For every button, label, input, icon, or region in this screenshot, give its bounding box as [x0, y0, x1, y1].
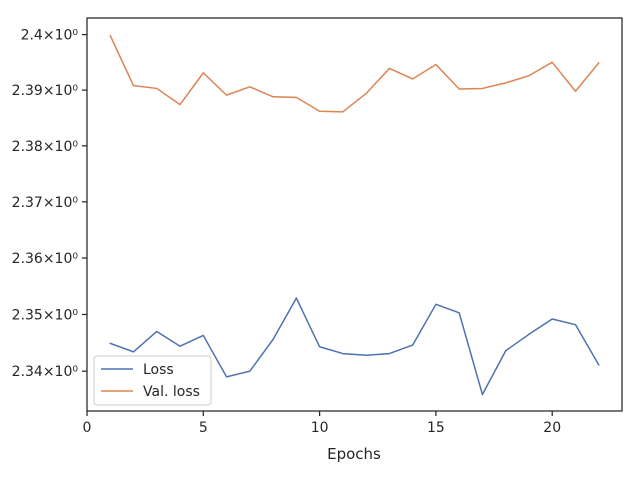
- x-tick-label: 20: [543, 420, 561, 436]
- plot-area: [87, 18, 622, 411]
- y-axis: 2.34×10⁰ 2.35×10⁰ 2.36×10⁰ 2.37×10⁰ 2.38×10⁰…: [12, 28, 87, 380]
- series-line-loss: [109, 297, 600, 396]
- x-tick-label: 15: [427, 420, 445, 436]
- x-tick-label: 5: [199, 420, 208, 436]
- x-axis-label: Epochs: [327, 445, 381, 463]
- x-tick-label: 10: [311, 420, 329, 436]
- series-line-val-loss: [109, 34, 600, 113]
- legend-label-loss: Loss: [143, 362, 174, 378]
- y-tick-label: 2.4×10⁰: [21, 28, 79, 44]
- x-axis: 0 5 10 15 20: [83, 411, 561, 436]
- y-tick-label: 2.34×10⁰: [12, 364, 79, 380]
- legend: Loss Val. loss: [93, 355, 212, 406]
- y-tick-label: 2.37×10⁰: [12, 195, 79, 211]
- y-tick-label: 2.39×10⁰: [12, 83, 79, 99]
- y-tick-label: 2.35×10⁰: [12, 307, 79, 323]
- legend-label-val-loss: Val. loss: [143, 384, 200, 400]
- y-tick-label: 2.38×10⁰: [12, 139, 79, 155]
- plot-frame: [86, 17, 623, 412]
- x-tick-label: 0: [83, 420, 92, 436]
- series-lines: [109, 34, 600, 396]
- y-tick-label: 2.36×10⁰: [12, 251, 79, 267]
